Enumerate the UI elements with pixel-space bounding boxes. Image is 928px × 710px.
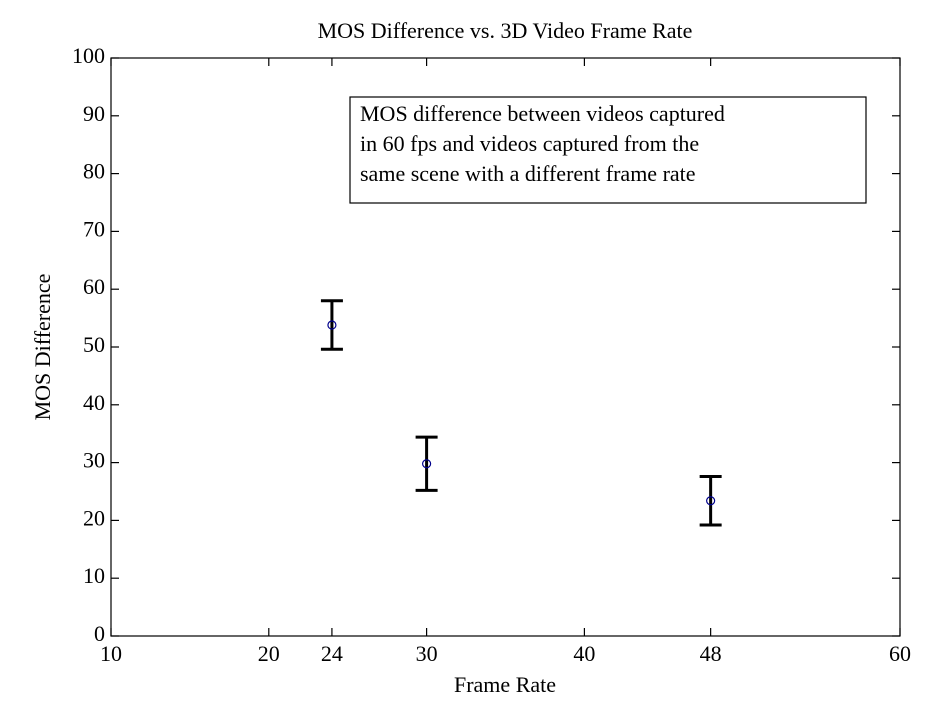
x-tick-label: 20 xyxy=(258,641,280,666)
y-tick-label: 80 xyxy=(83,159,105,184)
y-tick-label: 70 xyxy=(83,216,105,241)
y-tick-label: 20 xyxy=(83,505,105,530)
x-axis-label: Frame Rate xyxy=(454,672,556,697)
annotation-line: same scene with a different frame rate xyxy=(360,161,696,186)
x-tick-label: 48 xyxy=(700,641,722,666)
y-tick-label: 10 xyxy=(83,563,105,588)
y-tick-label: 60 xyxy=(83,274,105,299)
y-tick-label: 100 xyxy=(72,43,105,68)
y-tick-label: 30 xyxy=(83,448,105,473)
x-tick-label: 60 xyxy=(889,641,911,666)
data-point xyxy=(706,496,716,506)
data-point xyxy=(327,320,337,330)
y-tick-label: 40 xyxy=(83,390,105,415)
y-tick-label: 90 xyxy=(83,101,105,126)
y-tick-label: 50 xyxy=(83,332,105,357)
x-tick-label: 24 xyxy=(321,641,343,666)
y-axis-label: MOS Difference xyxy=(30,274,55,421)
annotation-box xyxy=(349,96,867,204)
chart-title: MOS Difference vs. 3D Video Frame Rate xyxy=(318,18,693,43)
annotation-line: in 60 fps and videos captured from the xyxy=(360,131,699,156)
annotation-line: MOS difference between videos captured xyxy=(360,101,725,126)
x-tick-label: 10 xyxy=(100,641,122,666)
y-tick-label: 0 xyxy=(94,621,105,646)
data-point xyxy=(422,459,432,469)
x-tick-label: 40 xyxy=(573,641,595,666)
x-tick-label: 30 xyxy=(416,641,438,666)
